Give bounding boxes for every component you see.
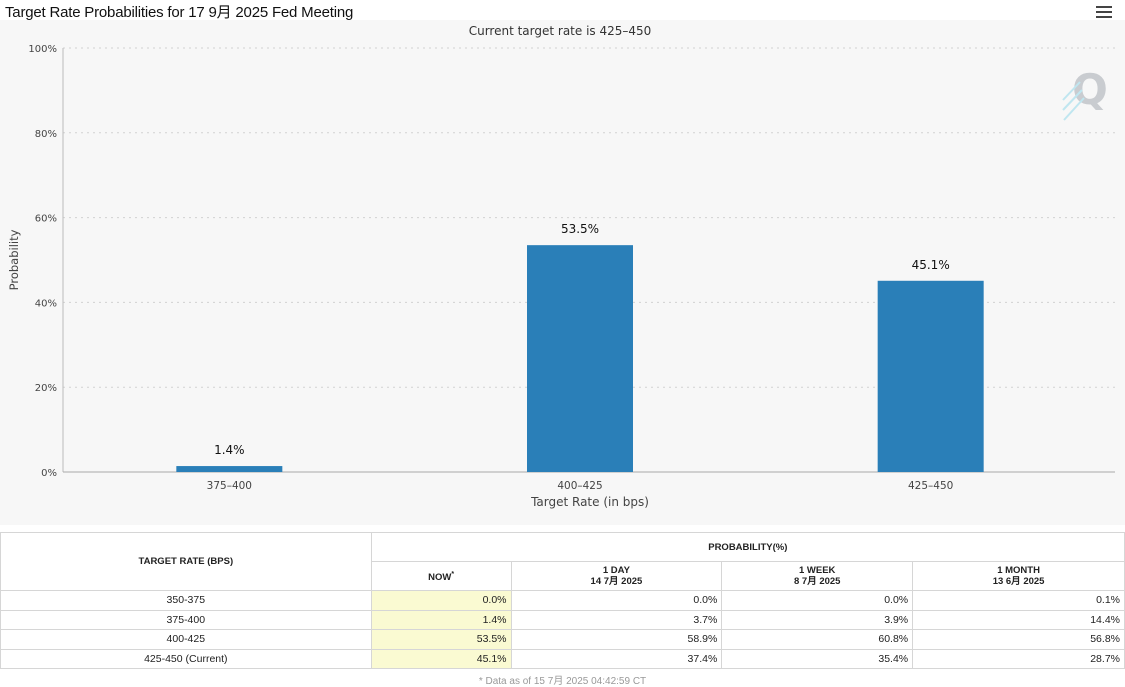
target-rate-header: TARGET RATE (BPS) <box>0 532 372 591</box>
probability-header: PROBABILITY(%) <box>370 532 1125 562</box>
rate-cell: 375-400 <box>0 609 372 630</box>
col-1week-date: 8 7月 2025 <box>793 576 841 587</box>
col-1day-date: 14 7月 2025 <box>590 576 643 587</box>
bar[interactable] <box>176 466 283 472</box>
week-cell: 0.0% <box>721 590 914 611</box>
bar-data-label: 45.1% <box>912 258 950 272</box>
day-cell: 0.0% <box>510 590 723 611</box>
menu-line <box>1096 16 1112 18</box>
col-now-header: NOW* <box>370 561 512 591</box>
month-cell: 0.1% <box>912 590 1125 611</box>
table-row: 375-400 1.4% 3.7% 3.9% 14.4% <box>0 609 1125 630</box>
x-axis-title: Target Rate (in bps) <box>530 495 649 509</box>
menu-line <box>1096 11 1112 13</box>
x-tick-label: 375–400 <box>207 480 252 492</box>
week-cell: 60.8% <box>721 629 914 650</box>
footnote: * Data as of 15 7月 2025 04:42:59 CT <box>478 676 647 687</box>
x-tick-label: 400–425 <box>557 480 602 492</box>
now-cell: 45.1% <box>370 648 512 669</box>
col-1week-label: 1 WEEK <box>799 565 836 576</box>
bar[interactable] <box>877 280 984 472</box>
col-1week-header: 1 WEEK 8 7月 2025 <box>721 561 914 591</box>
watermark-stripe <box>1062 89 1083 111</box>
col-1month-date: 13 6月 2025 <box>992 576 1045 587</box>
y-tick-label: 0% <box>41 468 57 479</box>
page-title: Target Rate Probabilities for 17 9月 2025… <box>5 4 354 21</box>
y-tick-label: 20% <box>35 383 57 394</box>
rate-cell: 425-450 (Current) <box>0 648 372 669</box>
month-cell: 14.4% <box>912 609 1125 630</box>
table-row: 400-425 53.5% 58.9% 60.8% 56.8% <box>0 629 1125 650</box>
now-cell: 1.4% <box>370 609 512 630</box>
day-cell: 58.9% <box>510 629 723 650</box>
col-now-sup: * <box>451 570 455 578</box>
bar-chart: Q Current target rate is 425–450 Probabi… <box>0 20 1125 525</box>
hamburger-menu-icon[interactable] <box>1096 6 1112 20</box>
y-axis-title: Probability <box>7 229 21 290</box>
y-tick-label: 60% <box>35 214 57 225</box>
y-tick-label: 80% <box>35 129 57 140</box>
watermark-letter: Q <box>1072 65 1108 114</box>
watermark-logo: Q <box>1062 65 1108 121</box>
watermark-stripe <box>1062 81 1081 101</box>
now-cell: 53.5% <box>370 629 512 650</box>
menu-line <box>1096 6 1112 8</box>
week-cell: 35.4% <box>721 648 914 669</box>
rate-cell: 350-375 <box>0 590 372 611</box>
month-cell: 28.7% <box>912 648 1125 669</box>
week-cell: 3.9% <box>721 609 914 630</box>
now-cell: 0.0% <box>370 590 512 611</box>
col-now-label: NOW <box>428 572 452 584</box>
day-cell: 37.4% <box>510 648 723 669</box>
col-1day-header: 1 DAY 14 7月 2025 <box>510 561 723 591</box>
y-tick-label: 100% <box>28 44 57 55</box>
watermark-stripe <box>1063 97 1085 121</box>
bar[interactable] <box>527 245 633 472</box>
bar-data-label: 1.4% <box>214 443 245 457</box>
chart-subtitle: Current target rate is 425–450 <box>469 24 652 38</box>
table-row: 425-450 (Current) 45.1% 37.4% 35.4% 28.7… <box>0 648 1125 669</box>
x-tick-label: 425–450 <box>908 480 953 492</box>
col-1month-label: 1 MONTH <box>997 565 1040 576</box>
y-tick-label: 40% <box>35 298 57 309</box>
col-1day-label: 1 DAY <box>602 565 630 576</box>
col-1month-header: 1 MONTH 13 6月 2025 <box>912 561 1125 591</box>
rate-cell: 400-425 <box>0 629 372 650</box>
table-row: 350-375 0.0% 0.0% 0.0% 0.1% <box>0 590 1125 611</box>
probability-table: TARGET RATE (BPS) PROBABILITY(%) NOW* 1 … <box>0 532 1125 669</box>
bar-data-label: 53.5% <box>561 222 599 236</box>
day-cell: 3.7% <box>510 609 723 630</box>
month-cell: 56.8% <box>912 629 1125 650</box>
